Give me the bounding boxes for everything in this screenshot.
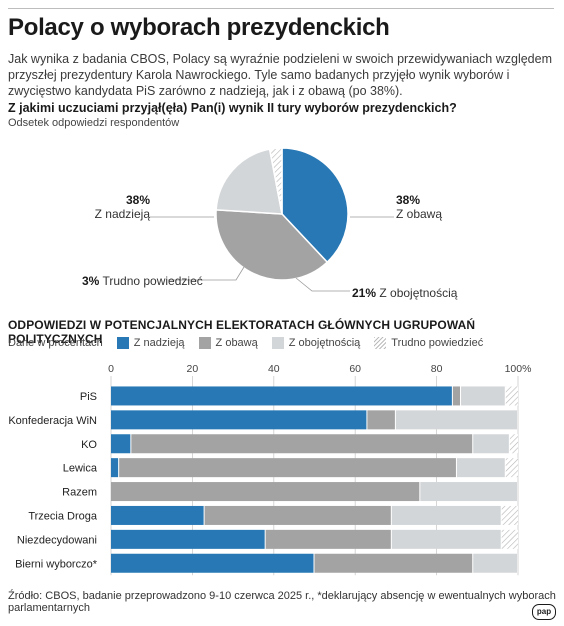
bar-segment-obojetnosc [420,482,517,502]
bar-segment-trudno [505,386,518,406]
bar-segment-nadzieja [111,410,367,430]
legend-label-obawa: Z obawą [215,337,258,349]
bar-legend: Dane w procentach Z nadzieją Z obawą Z o… [8,337,483,349]
category-label: Konfederacja WiN [8,415,97,427]
legend-label-trudno: Trudno powiedzieć [391,337,484,349]
page-title: Polacy o wyborach prezydenckich [8,14,390,41]
bar-segment-obawa [111,482,420,502]
pie-question: Z jakimi uczuciami przyjął(ęła) Pan(i) w… [8,101,457,115]
legend-label-nadzieja: Z nadzieją [133,337,185,349]
bar-segment-obawa [265,529,391,549]
pie-value-obojetnosc: 21% [352,286,377,300]
bar-segment-nadzieja [111,553,314,573]
top-rule [8,8,554,9]
bar-segment-obojetnosc [391,505,501,525]
pie-slice-nadzieja [281,147,349,264]
category-label: Niezdecydowani [17,534,97,546]
pie-label-obawa: 38% Z obawą [396,193,506,221]
legend-label-obojetnosc: Z obojętnością [288,337,361,349]
legend-swatch-trudno [374,337,387,349]
bar-segment-obojetnosc [391,529,501,549]
bar-segment-obojetnosc [395,410,517,430]
bar-segment-trudno [501,505,518,525]
pie-chart [150,147,394,292]
category-label: Bierni wyborczo* [15,558,98,570]
bar-segment-obawa [452,386,461,406]
pie-leader-obojetnosc [295,277,350,292]
bar-segment-obojetnosc [461,386,505,406]
pie-leader-trudno [168,266,245,281]
bar-segment-obojetnosc [456,458,505,478]
pie-subtitle: Odsetek odpowiedzi respondentów [8,117,180,129]
bar-segment-obawa [119,458,456,478]
category-label: Trzecia Droga [28,510,98,522]
legend-unit-label: Dane w procentach [8,337,103,349]
pie-slice-obawa [215,209,329,281]
bar-segment-obawa [204,505,391,525]
legend-swatch-nadzieja [116,337,129,349]
pie-slice-trudno [268,147,283,215]
pie-value-nadzieja: 38% [125,193,150,207]
bar-segment-nadzieja [111,458,119,478]
pie-label-trudno: 3% Trudno powiedzieć [82,274,203,288]
pie-value-obawa: 38% [396,193,421,207]
bar-chart-title: ODPOWIEDZI W POTENCJALNYCH ELEKTORATACH … [8,318,476,346]
bar-segment-nadzieja [111,434,131,454]
source-note: Źródło: CBOS, badanie przeprowadzono 9-1… [8,590,556,614]
pap-logo: pap [532,604,556,620]
pie-name-obawa: Z obawą [396,207,443,221]
bar-segment-nadzieja [111,505,204,525]
bar-segment-nadzieja [111,386,452,406]
pie-value-trudno: 3% [82,274,100,288]
bar-segment-obawa [367,410,395,430]
pie-name-nadzieja: Z nadzieją [94,207,150,221]
category-label: Lewica [63,463,98,475]
bar-segment-trudno [501,529,518,549]
legend-swatch-obojetnosc [271,337,284,349]
bar-segment-obojetnosc [473,553,517,573]
bar-segment-obawa [131,434,473,454]
bar-segment-trudno [509,434,518,454]
bar-chart: 0 20 40 60 80 100% PiS Konfederacja WiN KO Lewica… [8,363,532,576]
pie-label-obojetnosc: 21% Z obojętnością [352,286,457,300]
bar-segment-nadzieja [111,529,265,549]
x-tick-label: 0 [108,363,114,375]
bar-segment-trudno [505,458,518,478]
bar-segment-obojetnosc [473,434,509,454]
pie-name-trudno: Trudno powiedzieć [102,274,203,288]
pie-name-obojetnosc: Z obojętnością [379,286,458,300]
pie-slice-obojetnosc [215,148,283,215]
x-tick-label: 20 [187,363,199,375]
category-label: PiS [80,391,97,403]
category-label: KO [81,439,97,451]
x-tick-label: 60 [349,363,361,375]
legend-swatch-obawa [198,337,211,349]
x-tick-label: 40 [268,363,280,375]
bar-segment-obawa [314,553,473,573]
lead-paragraph: Jak wynika z badania CBOS, Polacy są wyr… [8,52,553,98]
x-tick-label: 80 [431,363,443,375]
pie-label-nadzieja: 38% Z nadzieją [60,193,150,221]
category-label: Razem [62,487,97,499]
x-tick-label: 100% [505,363,532,375]
